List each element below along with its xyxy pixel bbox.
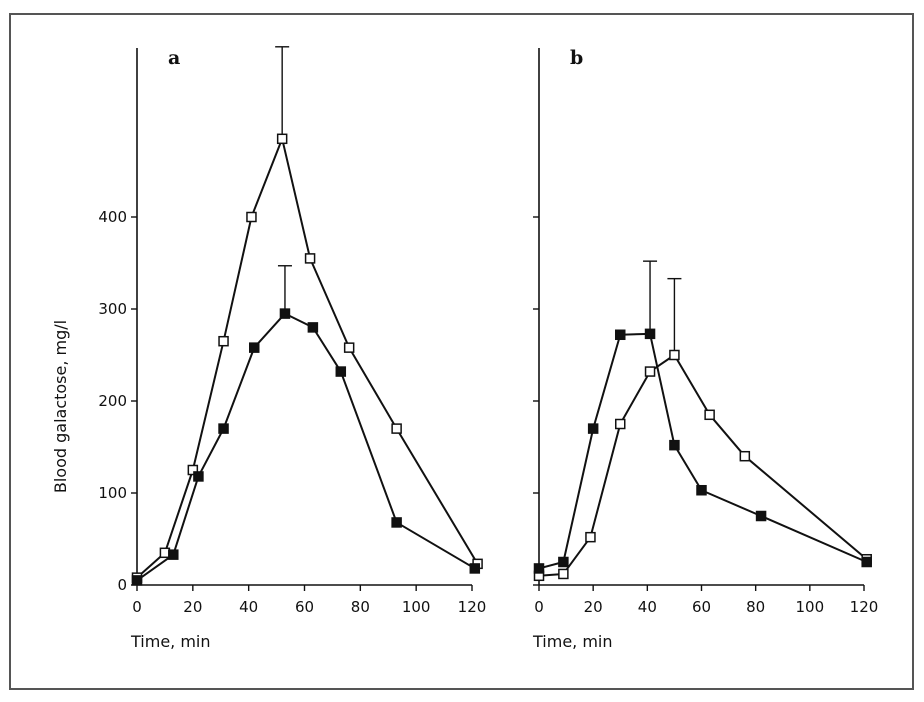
open-series-point bbox=[739, 450, 751, 462]
open-series-point bbox=[187, 464, 199, 476]
x-tick-label: 100 bbox=[402, 598, 431, 616]
open-series-point bbox=[304, 253, 316, 264]
x-tick-label: 20 bbox=[584, 598, 603, 616]
open-series-point bbox=[343, 342, 355, 353]
open-series-line bbox=[136, 137, 479, 579]
open-series-point bbox=[669, 349, 680, 361]
x-axis-title: Time, min bbox=[532, 632, 613, 651]
x-tick-label: 0 bbox=[534, 598, 544, 616]
open-series-point bbox=[246, 211, 257, 223]
filled-series-point bbox=[469, 563, 481, 574]
filled-series-point bbox=[131, 575, 143, 586]
open-series-line bbox=[538, 354, 868, 577]
y-tick-label: 300 bbox=[98, 300, 127, 318]
y-tick-label: 400 bbox=[98, 208, 127, 226]
filled-series-point bbox=[279, 308, 291, 319]
y-tick-label: 0 bbox=[117, 576, 127, 594]
panel-label: a bbox=[168, 47, 180, 69]
open-series-point bbox=[615, 418, 626, 430]
filled-series-point bbox=[558, 556, 569, 568]
open-series-point bbox=[218, 335, 229, 347]
filled-series-point bbox=[168, 549, 179, 560]
y-tick-label: 200 bbox=[98, 392, 127, 410]
open-series-point bbox=[644, 366, 656, 377]
open-series-point bbox=[276, 133, 288, 145]
panel-label: b bbox=[570, 47, 583, 69]
filled-series-point bbox=[755, 510, 767, 522]
open-series-point bbox=[558, 568, 569, 580]
open-series-point bbox=[704, 409, 715, 421]
x-tick-label: 0 bbox=[132, 598, 142, 616]
x-tick-label: 100 bbox=[796, 598, 825, 616]
filled-series-point bbox=[218, 423, 229, 434]
open-series-point bbox=[585, 531, 596, 543]
filled-series-line bbox=[136, 312, 476, 582]
x-tick-label: 60 bbox=[295, 598, 314, 616]
open-series-point bbox=[391, 423, 402, 434]
figure-frame bbox=[9, 13, 914, 690]
filled-series-point bbox=[669, 439, 680, 451]
filled-series-point bbox=[587, 423, 599, 434]
filled-series-point bbox=[249, 342, 260, 353]
filled-series-point bbox=[391, 517, 402, 528]
x-tick-label: 120 bbox=[458, 598, 487, 616]
filled-series-point bbox=[861, 556, 872, 568]
x-tick-label: 60 bbox=[692, 598, 711, 616]
filled-series-point bbox=[307, 322, 319, 333]
x-tick-label: 120 bbox=[850, 598, 879, 616]
panel-b bbox=[533, 48, 872, 591]
panel-a bbox=[131, 46, 483, 591]
filled-series-point bbox=[533, 563, 545, 574]
x-axis-title: Time, min bbox=[130, 632, 211, 651]
filled-series-point bbox=[335, 366, 347, 377]
x-tick-label: 80 bbox=[746, 598, 765, 616]
filled-series-point bbox=[193, 471, 204, 482]
filled-series-point bbox=[644, 328, 656, 340]
y-axis-title: Blood galactose, mg/l bbox=[51, 320, 70, 493]
x-tick-label: 40 bbox=[239, 598, 258, 616]
x-tick-label: 20 bbox=[183, 598, 202, 616]
filled-series-point bbox=[696, 484, 707, 496]
x-tick-label: 40 bbox=[638, 598, 657, 616]
y-tick-label: 100 bbox=[98, 484, 127, 502]
filled-series-point bbox=[615, 329, 626, 341]
x-tick-label: 80 bbox=[351, 598, 370, 616]
